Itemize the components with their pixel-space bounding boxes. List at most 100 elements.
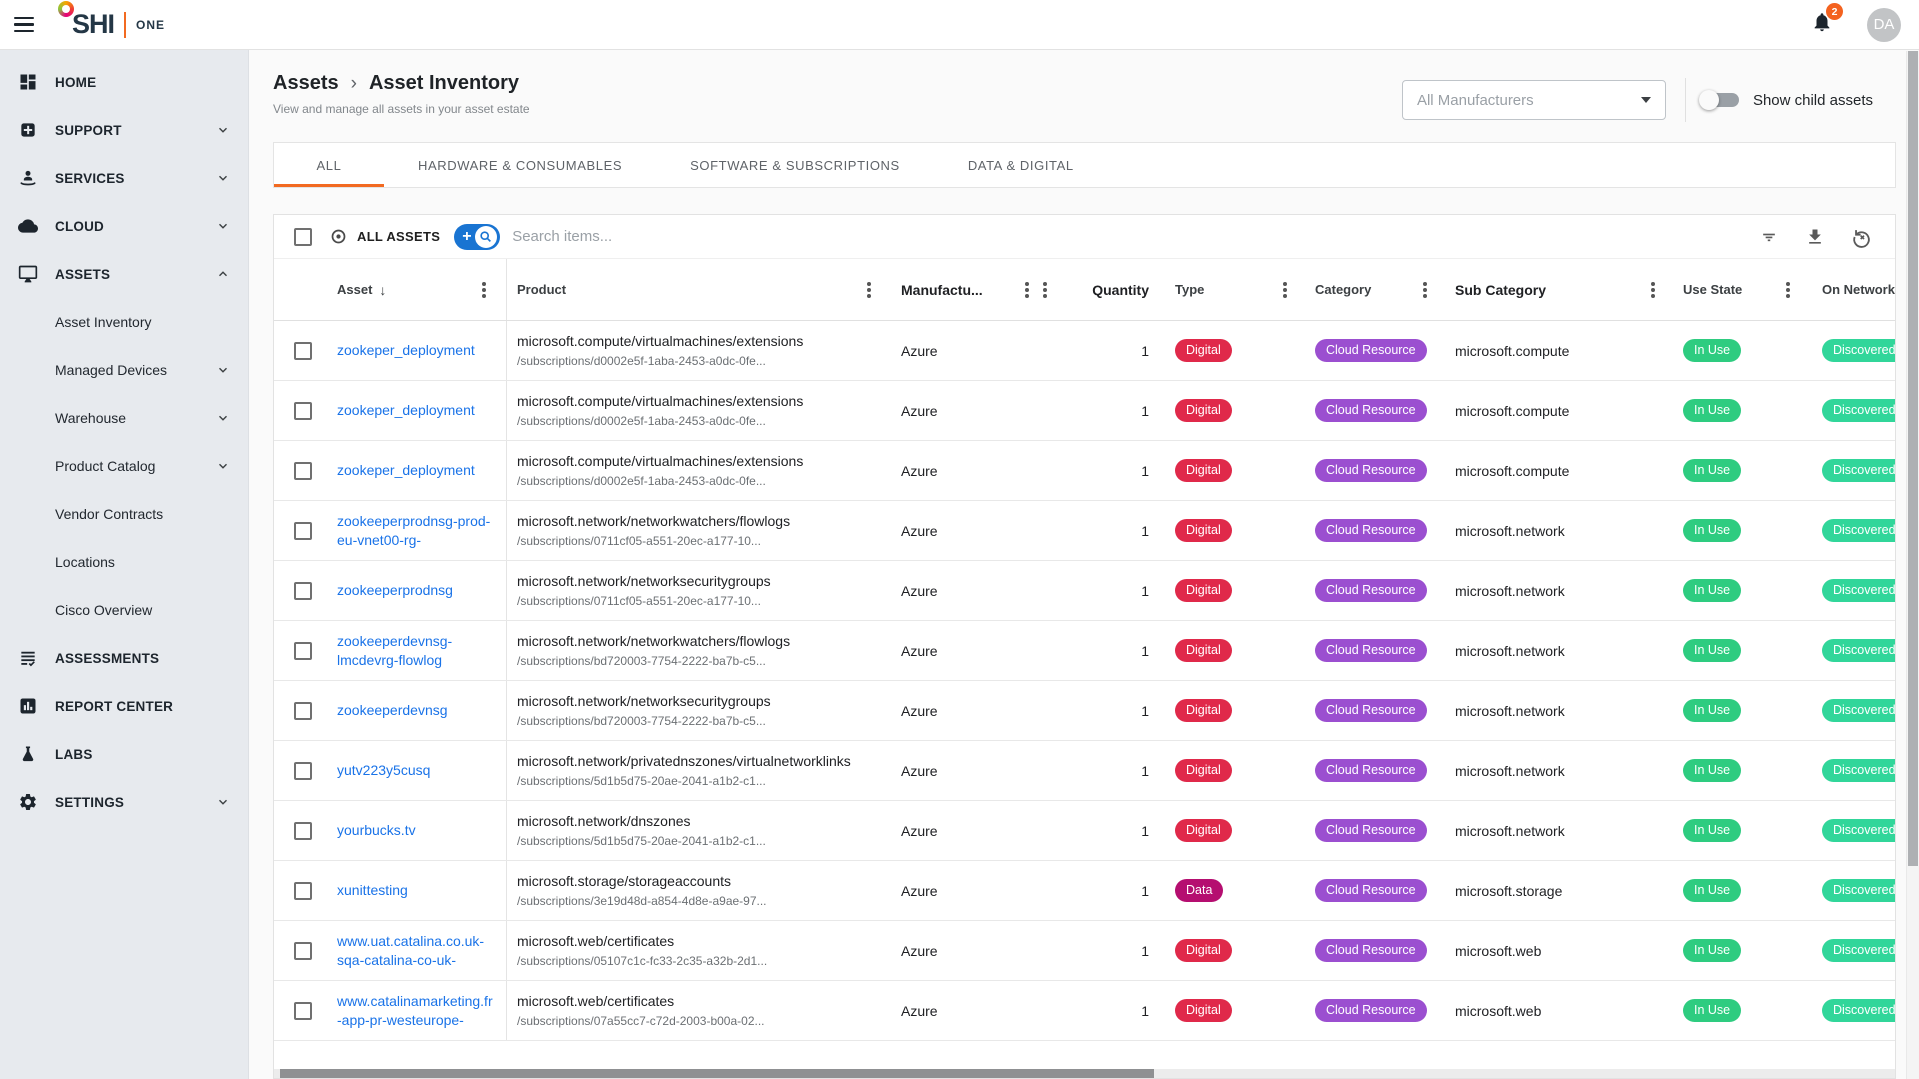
chevron-down-icon [219,415,227,421]
tab-software-subscriptions[interactable]: SOFTWARE & SUBSCRIPTIONS [690,157,900,173]
chevron-down-icon [219,367,227,373]
row-checkbox[interactable] [294,521,312,540]
column-header-product[interactable]: Product [507,259,897,320]
sidebar-item-labs[interactable]: LABS [0,730,248,778]
column-header-on-network[interactable]: On Network [1822,282,1895,297]
sidebar-subitem-label: Managed Devices [55,362,168,378]
menu-icon[interactable] [14,14,36,36]
product-subscription-path: /subscriptions/3e19d48d-a854-4d8e-a9ae-9… [517,893,767,908]
column-menu-icon[interactable] [1283,281,1287,286]
sidebar-item-services[interactable]: SERVICES [0,154,248,202]
asset-link[interactable]: xunittesting [337,882,408,899]
sidebar-item-settings[interactable]: SETTINGS [0,778,248,826]
home-icon [20,74,36,90]
vertical-scrollbar-thumb[interactable] [1908,51,1918,866]
row-checkbox[interactable] [294,701,312,720]
column-menu-icon[interactable] [1786,281,1790,286]
restore-icon[interactable] [1851,226,1873,248]
sidebar-item-asset-inventory[interactable]: Asset Inventory [0,298,248,346]
sidebar-item-report-center[interactable]: REPORT CENTER [0,682,248,730]
manufacturer-cell: Azure [901,1002,938,1019]
manufacturer-cell: Azure [901,342,938,359]
sidebar-item-product-catalog[interactable]: Product Catalog [0,442,248,490]
column-header-type[interactable]: Type [1157,259,1297,320]
tab-hardware-consumables[interactable]: HARDWARE & CONSUMABLES [418,157,623,173]
quick-search-button[interactable]: + [454,223,501,250]
sidebar-item-cloud[interactable]: CLOUD [0,202,248,250]
asset-link[interactable]: zookeper_deployment [337,462,475,479]
column-menu-icon[interactable] [1025,281,1029,286]
sidebar-item-support[interactable]: SUPPORT [0,106,248,154]
sidebar-item-vendor-contracts[interactable]: Vendor Contracts [0,490,248,538]
tab-all[interactable]: ALL [274,143,384,187]
asset-link[interactable]: zookeeperdevnsg [337,702,448,719]
table-row: www.catalinamarketing.fr-app-pr-westeuro… [274,981,1895,1041]
column-header-category[interactable]: Category [1297,259,1437,320]
filter-icon[interactable] [1759,227,1779,247]
sidebar-item-warehouse[interactable]: Warehouse [0,394,248,442]
row-checkbox[interactable] [294,581,312,600]
row-checkbox[interactable] [294,1001,312,1020]
sidebar-subitem-label: Asset Inventory [55,314,152,330]
row-checkbox[interactable] [294,941,312,960]
asset-link[interactable]: yourbucks.tv [337,822,416,839]
column-header-asset[interactable]: Asset ↓ [322,259,507,320]
use-state-badge: In Use [1683,759,1742,782]
sidebar-item-assets[interactable]: ASSETS [0,250,248,298]
sub-category-cell: microsoft.network [1455,822,1565,839]
breadcrumb-parent[interactable]: Assets [273,72,339,94]
sidebar-item-managed-devices[interactable]: Managed Devices [0,346,248,394]
sidebar-item-home[interactable]: HOME [0,58,248,106]
asset-link[interactable]: zookeeperdevnsg-lmcdevrg-flowlog [337,632,453,668]
column-header-quantity[interactable]: Quantity [1092,281,1149,298]
row-checkbox[interactable] [294,341,312,360]
asset-link[interactable]: zookeeperprodnsg-prod-eu-vnet00-rg- [337,512,491,548]
column-menu-icon[interactable] [482,281,486,286]
row-checkbox[interactable] [294,401,312,420]
sidebar-item-locations[interactable]: Locations [0,538,248,586]
asset-link[interactable]: zookeeperprodnsg [337,582,453,599]
product-subscription-path: /subscriptions/0711cf05-a551-20ec-a177-1… [517,533,761,548]
sub-category-cell: microsoft.network [1455,702,1565,719]
column-header-use-state[interactable]: Use State [1665,259,1800,320]
notifications-button[interactable]: 2 [1811,3,1843,38]
column-menu-icon[interactable] [1043,281,1047,286]
horizontal-scrollbar[interactable] [274,1069,1895,1078]
quantity-cell: 1 [1141,942,1149,959]
tab-data-digital[interactable]: DATA & DIGITAL [967,157,1074,173]
sidebar-item-cisco-overview[interactable]: Cisco Overview [0,586,248,634]
row-checkbox[interactable] [294,761,312,780]
type-badge: Digital [1175,699,1232,722]
row-checkbox[interactable] [294,881,312,900]
asset-link[interactable]: zookeper_deployment [337,402,475,419]
sidebar-item-assessments[interactable]: ASSESSMENTS [0,634,248,682]
row-checkbox[interactable] [294,641,312,660]
asset-link[interactable]: www.catalinamarketing.fr-app-pr-westeuro… [337,992,493,1028]
vertical-scrollbar[interactable] [1906,51,1919,1079]
row-checkbox[interactable] [294,461,312,480]
select-all-checkbox[interactable] [294,227,312,246]
download-icon[interactable] [1805,227,1825,247]
asset-link[interactable]: www.uat.catalina.co.uk-sqa-catalina-co-u… [337,932,485,968]
search-input[interactable] [512,228,1741,245]
row-checkbox[interactable] [294,821,312,840]
sub-category-cell: microsoft.web [1455,1002,1542,1019]
asset-link[interactable]: zookeper_deployment [337,342,475,359]
visibility-icon[interactable] [330,228,347,245]
product-subscription-path: /subscriptions/05107c1c-fc33-2c35-a32b-2… [517,953,768,968]
column-menu-icon[interactable] [867,281,871,286]
column-menu-icon[interactable] [1651,281,1655,286]
top-bar: SHI ONE 2 DA [0,0,1919,50]
avatar[interactable]: DA [1867,7,1901,42]
manufacturer-filter-select[interactable]: All Manufacturers [1401,80,1666,120]
use-state-badge: In Use [1683,339,1742,362]
manufacturer-cell: Azure [901,942,938,959]
asset-table-card: ALL ASSETS + [273,214,1896,1079]
column-menu-icon[interactable] [1423,281,1427,286]
asset-link[interactable]: yutv223y5cusq [337,762,431,779]
show-child-assets-toggle[interactable] [1698,90,1739,110]
column-header-sub-category[interactable]: Sub Category [1437,259,1665,320]
column-header-manufacturer[interactable]: Manufactu... [897,259,1057,320]
use-state-badge: In Use [1683,819,1742,842]
horizontal-scrollbar-thumb[interactable] [280,1069,1154,1078]
